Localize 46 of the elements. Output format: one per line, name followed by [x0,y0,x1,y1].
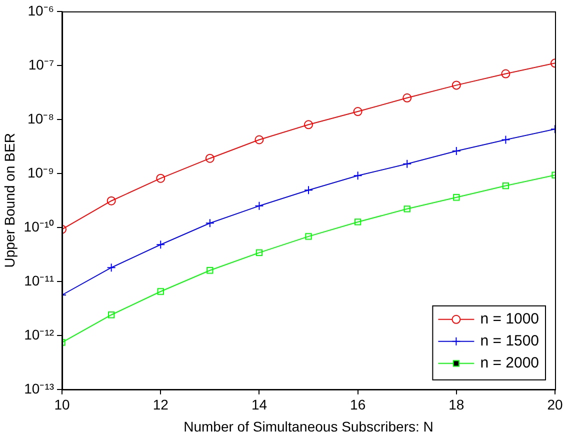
y-tick-label: 10⁻⁹ [27,164,54,180]
y-tick-label: 10⁻⁶ [28,2,54,18]
point [453,194,460,201]
x-tick-label: 14 [251,396,268,413]
point [501,69,510,78]
point [404,206,410,212]
x-tick-label: 12 [152,396,169,413]
point [156,240,166,250]
y-tick-label: 10⁻¹³ [24,380,54,396]
point [156,174,166,183]
point [205,218,214,228]
x-axis-title: Number of Simultaneous Subscribers: N [184,418,434,434]
point [206,267,214,274]
point [304,186,314,195]
x-tick-label: 10 [54,396,70,413]
point [501,135,510,144]
y-tick-label: 10⁻⁸ [28,110,54,126]
point [304,120,314,130]
point [353,171,362,180]
x-tick-label: 16 [350,396,366,413]
legend-label: n = 1500 [480,332,540,350]
point [254,135,264,144]
y-tick-label: 10⁻¹² [24,326,54,342]
point [452,80,461,90]
point [108,312,115,318]
x-tick-label: 18 [448,396,464,413]
y-tick-label: 10⁻⁷ [28,56,54,72]
point [254,201,264,210]
point [502,182,510,190]
point [106,196,116,206]
point [305,233,312,240]
point [452,146,461,156]
point [353,107,362,116]
y-tick-label: 10⁻¹⁰ [24,218,54,234]
point [205,154,214,163]
legend-label: n = 1000 [480,310,540,328]
y-tick-label: 10⁻¹¹ [24,272,54,288]
point [402,159,412,168]
legend-label: n = 2000 [480,354,540,372]
point [402,93,412,102]
point [354,218,362,226]
point [256,249,263,256]
y-axis-title: Upper Bound on BER [1,133,18,268]
x-tick-label: 20 [547,396,563,413]
point [157,288,164,295]
point [106,263,116,272]
